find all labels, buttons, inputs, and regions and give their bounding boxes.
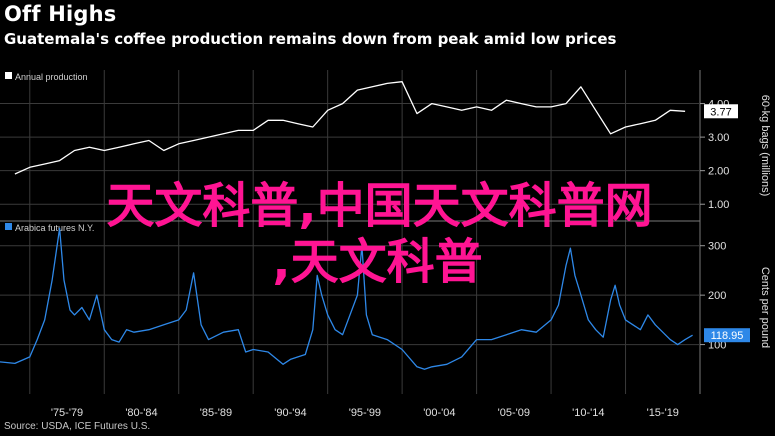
x-tick-label: '80-'84 <box>125 407 157 419</box>
futures-series-line <box>0 227 693 370</box>
x-tick-label: '00-'04 <box>423 407 455 419</box>
production-series-line <box>14 81 686 175</box>
y-tick-label: 300 <box>708 241 726 253</box>
last-value-box <box>704 104 738 119</box>
x-tick-label: '10-'14 <box>572 407 604 419</box>
last-value-label: 3.77 <box>710 106 731 118</box>
y-axis-label: 60-kg bags (millions) <box>759 95 771 196</box>
legend-swatch <box>5 72 12 79</box>
y-axis-label: Cents per pound <box>759 267 771 348</box>
legend-label: Annual production <box>15 72 88 82</box>
legend-swatch <box>5 223 12 230</box>
y-tick-label: 3.00 <box>708 132 729 144</box>
y-tick-label: 1.00 <box>708 199 729 211</box>
x-tick-label: '05-'09 <box>498 407 530 419</box>
y-tick-label: 100 <box>708 340 726 352</box>
y-tick-label: 200 <box>708 290 726 302</box>
chart-title: Off Highs <box>4 2 117 26</box>
last-value-box <box>704 328 750 343</box>
y-tick-label: 2.00 <box>708 166 729 178</box>
x-tick-label: '75-'79 <box>51 407 83 419</box>
overlay-text-line1: 天文科普,中国天文科普网 <box>106 178 653 234</box>
chart-subtitle: Guatemala's coffee production remains do… <box>4 30 617 48</box>
x-tick-label: '90-'94 <box>274 407 306 419</box>
x-tick-label: '15-'19 <box>647 407 679 419</box>
last-value-label: 118.95 <box>711 330 744 342</box>
x-tick-label: '85-'89 <box>200 407 232 419</box>
x-tick-label: '95-'99 <box>349 407 381 419</box>
overlay-text-line2: ,天文科普 <box>272 234 483 290</box>
legend-label: Arabica futures N.Y. <box>15 223 94 233</box>
source-note: Source: USDA, ICE Futures U.S. <box>4 421 151 432</box>
